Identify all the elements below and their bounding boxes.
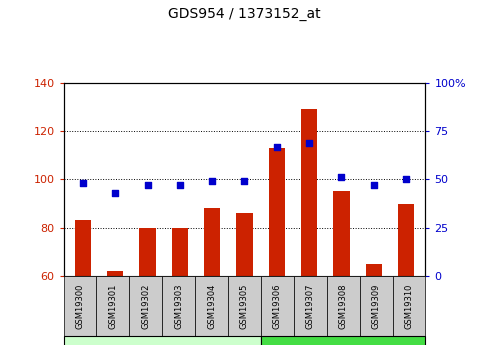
Point: [208, 179, 216, 184]
Bar: [268, 148, 285, 345]
Point: [240, 179, 248, 184]
Bar: [236, 213, 252, 345]
Bar: [301, 109, 317, 345]
Text: GSM19302: GSM19302: [141, 284, 150, 329]
Point: [337, 175, 345, 180]
Text: GSM19308: GSM19308: [338, 284, 347, 329]
Point: [369, 183, 377, 188]
Bar: [107, 271, 123, 345]
Text: GSM19305: GSM19305: [240, 284, 248, 329]
Text: GSM19309: GSM19309: [371, 284, 380, 329]
Point: [401, 177, 409, 182]
Text: GSM19303: GSM19303: [174, 284, 183, 329]
Bar: [139, 228, 155, 345]
Point: [111, 190, 119, 196]
Point: [176, 183, 183, 188]
Point: [272, 144, 280, 149]
Bar: [365, 264, 381, 345]
Point: [143, 183, 151, 188]
Bar: [171, 228, 187, 345]
Text: GSM19300: GSM19300: [75, 284, 84, 329]
Text: GSM19310: GSM19310: [404, 284, 413, 329]
Point: [305, 140, 312, 146]
Point: [79, 180, 87, 186]
Text: GSM19301: GSM19301: [108, 284, 117, 329]
Text: GSM19307: GSM19307: [305, 284, 314, 329]
Text: GDS954 / 1373152_at: GDS954 / 1373152_at: [168, 7, 320, 21]
Bar: [75, 220, 91, 345]
Bar: [203, 208, 220, 345]
Text: GSM19306: GSM19306: [272, 284, 281, 329]
Bar: [333, 191, 349, 345]
Bar: [397, 204, 413, 345]
Text: GSM19304: GSM19304: [207, 284, 216, 329]
